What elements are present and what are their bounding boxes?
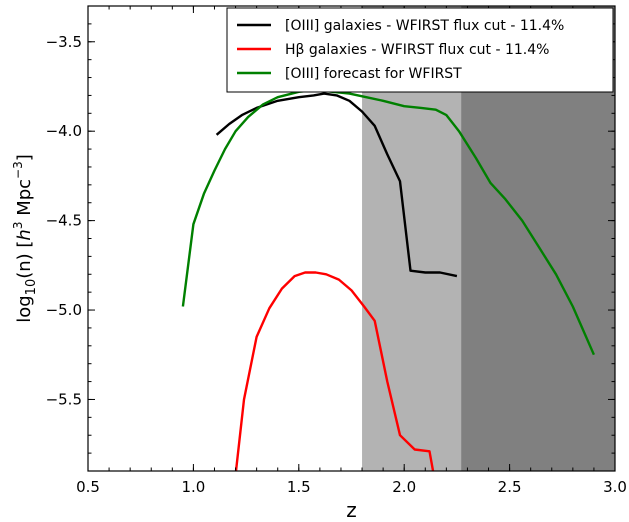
legend-label-2: Hβ galaxies - WFIRST flux cut - 11.4%: [285, 42, 549, 58]
x-tick-label: 2.0: [392, 478, 416, 496]
series-line-3: [181, 88, 595, 356]
x-axis-title: z: [346, 498, 357, 522]
x-tick-label: 2.5: [498, 478, 522, 496]
y-tick-label: −4.5: [46, 212, 82, 230]
legend-label-1: [OIII] galaxies - WFIRST flux cut - 11.4…: [285, 18, 564, 34]
y-axis-title: log10(n) [h3 Mpc−3]: [11, 154, 39, 323]
x-tick-label: 1.5: [287, 478, 311, 496]
x-tick-label: 3.0: [603, 478, 627, 496]
y-tick-label: −5.0: [46, 301, 82, 319]
series-lines: [181, 88, 595, 471]
legend: [OIII] galaxies - WFIRST flux cut - 11.4…: [226, 7, 614, 93]
y-tick-label: −3.5: [46, 33, 82, 51]
x-tick-label: 0.5: [76, 478, 100, 496]
series-line-1: [215, 92, 458, 278]
x-tick-label: 1.0: [181, 478, 205, 496]
y-tick-label: −5.5: [46, 390, 82, 408]
y-axis: −3.5 −4.0 −4.5 −5.0 −5.5: [46, 5, 615, 472]
legend-box: [226, 7, 614, 93]
y-tick-label: −4.0: [46, 122, 82, 140]
legend-label-3: [OIII] forecast for WFIRST: [285, 66, 462, 82]
series-line-2: [234, 271, 435, 471]
